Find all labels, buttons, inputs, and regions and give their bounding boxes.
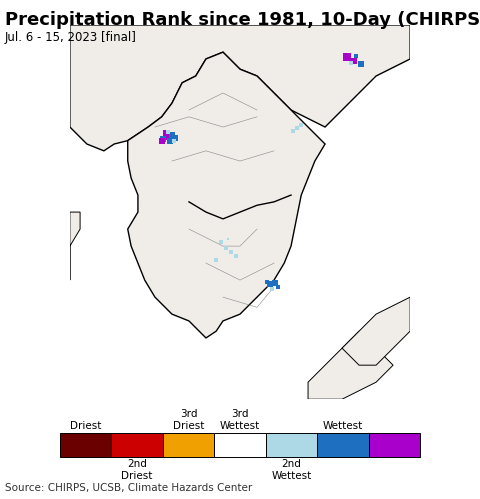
Polygon shape [128,52,325,338]
Polygon shape [70,25,410,151]
Polygon shape [342,297,410,365]
Text: 2nd
Driest: 2nd Driest [121,459,153,481]
Polygon shape [308,331,393,399]
Text: 3rd
Driest: 3rd Driest [173,409,204,431]
Text: Driest: Driest [70,421,101,431]
Text: 2nd
Wettest: 2nd Wettest [271,459,312,481]
Text: Wettest: Wettest [323,421,363,431]
Text: Source: CHIRPS, UCSB, Climate Hazards Center: Source: CHIRPS, UCSB, Climate Hazards Ce… [5,483,252,493]
Text: Jul. 6 - 15, 2023 [final]: Jul. 6 - 15, 2023 [final] [5,31,137,44]
Polygon shape [70,212,80,280]
Text: 3rd
Wettest: 3rd Wettest [220,409,260,431]
Text: Precipitation Rank since 1981, 10-Day (CHIRPS): Precipitation Rank since 1981, 10-Day (C… [5,11,480,29]
